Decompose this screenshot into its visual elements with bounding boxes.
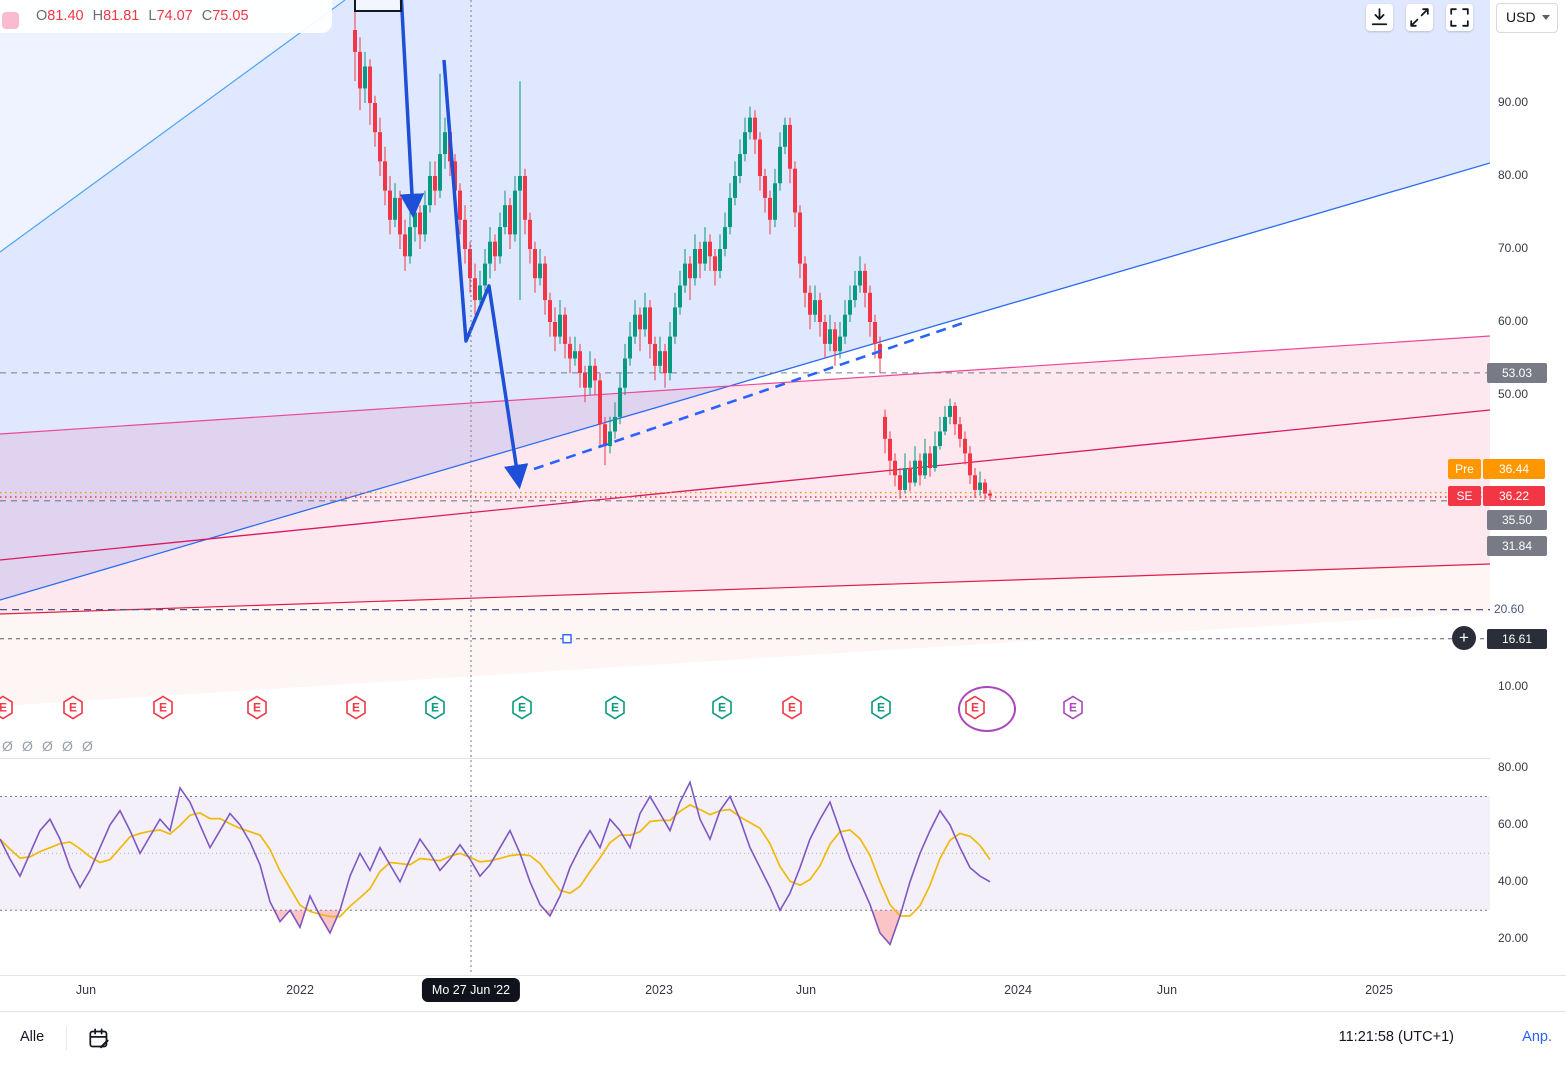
date-range-button[interactable]: Alle <box>20 1029 45 1045</box>
ohlc-key: H <box>92 8 104 24</box>
clipped-toolbar-icon[interactable] <box>2 12 19 29</box>
oversold-fill <box>290 910 306 928</box>
phi-marker: Ø <box>62 738 73 754</box>
channel-fill-pink <box>0 336 1490 614</box>
add-alert-plus-icon[interactable]: + <box>1452 626 1476 650</box>
time-axis[interactable]: Mo 27 Jun '22 Jun 2022 2023 Jun 2024 Jun 2025 <box>0 975 1566 1012</box>
fullscreen-icon <box>1450 8 1469 27</box>
price-label: 60.00 <box>1498 314 1529 328</box>
clock-label[interactable]: 11:21:58 (UTC+1) <box>1338 1029 1454 1045</box>
phi-marker: Ø <box>82 738 93 754</box>
phi-marker: Ø <box>22 738 33 754</box>
price-label: 10.00 <box>1498 679 1529 693</box>
channel-line <box>0 563 1490 615</box>
price-chart-pane[interactable] <box>0 0 1490 758</box>
indicator-label: 60.00 <box>1498 816 1529 831</box>
channel-fill-pale-pink <box>0 564 1490 706</box>
channel-line <box>0 0 346 253</box>
crosshair-date-badge: Mo 27 Jun '22 <box>421 978 521 1002</box>
time-label: Jun <box>1156 983 1178 997</box>
fullscreen-button[interactable] <box>1446 4 1473 31</box>
time-label: 2022 <box>286 983 314 997</box>
arrow-down-to-line-icon <box>1371 8 1388 26</box>
divider <box>66 1026 67 1050</box>
drawing-handle <box>562 634 572 644</box>
adjust-link[interactable]: Anp. <box>1522 1029 1552 1045</box>
download-button[interactable] <box>1366 4 1393 31</box>
dashed-trendline-drawing <box>533 320 967 471</box>
oscillator-line <box>0 779 991 946</box>
phi-marker: Ø <box>42 738 53 754</box>
oversold-fill <box>872 910 902 945</box>
channel-fill-blue <box>0 0 1490 600</box>
indicator-label: 80.00 <box>1498 760 1529 774</box>
price-label: 90.00 <box>1498 95 1529 109</box>
zigzag-arrow-drawing <box>442 59 529 490</box>
ellipse-drawing[interactable] <box>958 686 1016 732</box>
price-label: 50.00 <box>1498 387 1529 401</box>
time-label: Jun <box>795 983 817 997</box>
time-label: 2025 <box>1365 983 1393 997</box>
phi-marker: Ø <box>2 738 13 754</box>
time-label: 2024 <box>1004 983 1032 997</box>
oversold-fill <box>274 910 290 922</box>
diagonal-arrows-icon <box>1410 8 1429 27</box>
arrow-drawing <box>399 0 425 219</box>
go-to-date-icon[interactable] <box>86 1025 114 1053</box>
clipped-box <box>354 0 402 12</box>
indicator-label: 40.00 <box>1498 873 1529 888</box>
price-label: 80.00 <box>1498 168 1529 182</box>
currency-selector[interactable]: USD <box>1496 3 1558 33</box>
pane-divider[interactable] <box>0 758 1490 759</box>
time-label: Jun <box>75 983 97 997</box>
currency-value: USD <box>1506 9 1536 25</box>
ohlc-value: 75.05 <box>212 8 249 24</box>
price-axis[interactable]: 90.00 80.00 70.00 60.00 50.00 10.00 80.00 60.00… <box>1490 0 1566 975</box>
channel-line <box>0 335 1490 435</box>
chevron-down-icon <box>1542 15 1550 20</box>
ohlc-key: L <box>148 8 157 24</box>
ohlc-key: O <box>36 8 48 24</box>
channel-line <box>0 409 1490 561</box>
ohlc-value: 74.07 <box>156 8 193 24</box>
channel-line <box>0 162 1490 601</box>
time-label: 2023 <box>645 983 673 997</box>
bottom-toolbar: Alle 11:21:58 (UTC+1) Anp. <box>0 1011 1566 1073</box>
price-label: 70.00 <box>1498 241 1529 255</box>
ohlc-value: 81.81 <box>103 8 140 24</box>
ohlc-key: C <box>201 8 213 24</box>
oscillator-ma-line <box>0 804 991 918</box>
ohlc-value: 81.40 <box>47 8 84 24</box>
symbol-legend: O81.40 H81.81 L74.07 C75.05 <box>0 0 332 33</box>
expand-button[interactable] <box>1406 4 1433 31</box>
oscillator-pane[interactable] <box>0 758 1490 975</box>
indicator-label: 20.00 <box>1498 930 1529 945</box>
ohlc-values: O81.40 H81.81 L74.07 C75.05 <box>36 8 258 24</box>
